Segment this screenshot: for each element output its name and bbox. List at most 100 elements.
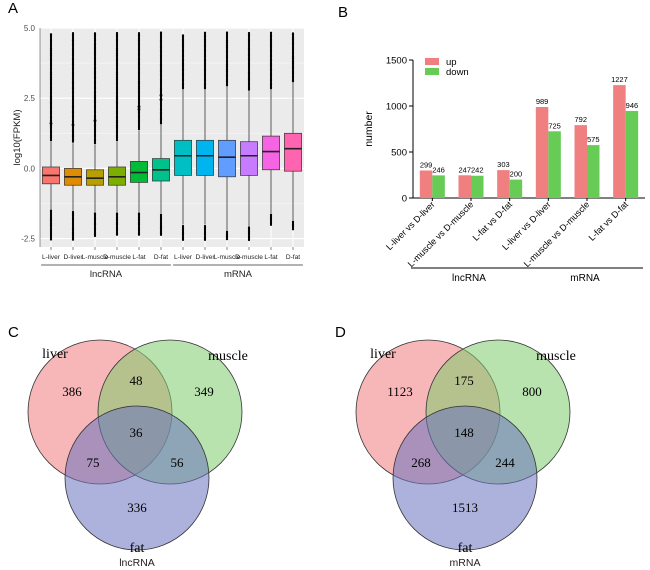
region-count-liver-fat: 268 (411, 455, 431, 470)
outlier-point (159, 93, 163, 97)
x-tick-label: D-liver (63, 254, 83, 261)
y-tick-label: 500 (391, 148, 407, 159)
box-l-liver (174, 139, 192, 176)
region-count-muscle-only: 800 (522, 384, 542, 399)
bar-up (419, 170, 433, 198)
outlier-point (269, 223, 273, 226)
bar-up (613, 85, 626, 198)
x-tick-label: L-muscle (214, 254, 241, 261)
group-label-mrna: mRNA (224, 269, 253, 280)
outlier-point (291, 228, 295, 231)
bar-value-label: 575 (587, 135, 600, 144)
y-tick-label: 0.0 (24, 164, 36, 173)
outlier-point (49, 122, 53, 125)
outlier-point (71, 123, 75, 127)
outlier-point (225, 238, 229, 241)
set-label-liver: liver (42, 347, 68, 362)
x-tick-label: D-liver (195, 254, 215, 261)
region-count-liver-only: 1123 (387, 384, 413, 399)
panel-letter-d: D (335, 324, 346, 341)
bar-value-label: 1227 (611, 75, 628, 84)
x-tick-label: L-muscle (82, 254, 109, 261)
venn-caption: lncRNA (119, 557, 155, 569)
outlier-point (247, 31, 251, 35)
region-count-liver-muscle: 48 (130, 373, 143, 388)
x-tick-label: D-fat (154, 254, 168, 261)
y-tick-label: 1000 (386, 102, 407, 113)
region-count-liver-muscle: 175 (454, 373, 474, 388)
outlier-point (203, 238, 207, 241)
box-l-fat (262, 135, 280, 171)
x-tick-label: D-muscle (235, 254, 263, 261)
outlier-point (291, 32, 295, 35)
set-label-fat: fat (458, 541, 473, 556)
outlier-point (49, 33, 53, 36)
panel-letter-c: C (8, 324, 19, 341)
outlier-point (159, 98, 163, 101)
venn-mrna-panel: liver muscle fat 1123 800 1513 175 268 244 148 mRN… (355, 339, 576, 569)
x-tick-label: L-fat (132, 254, 145, 261)
outlier-point (159, 233, 163, 237)
bar-down (587, 145, 600, 198)
bar-value-label: 989 (536, 97, 549, 106)
region-count-fat-only: 336 (127, 500, 147, 515)
region-count-muscle-fat: 56 (171, 455, 185, 470)
legend-swatch-up (425, 58, 439, 65)
box-d-liver (196, 139, 214, 176)
bar-up (574, 125, 587, 198)
region-count-liver-only: 386 (62, 384, 82, 399)
bar-value-label: 303 (497, 160, 510, 169)
x-tick-label: L-liver (174, 254, 193, 261)
box-d-muscle (240, 141, 258, 176)
outlier-point (115, 233, 119, 236)
box-l-muscle (218, 139, 236, 178)
legend-swatch-down (425, 68, 439, 75)
venn-lncrna-panel: liver muscle fat 386 349 336 48 75 56 36 lncRNA (27, 339, 248, 569)
outlier-point (93, 119, 97, 123)
box-d-fat (284, 132, 302, 172)
outlier-point (137, 233, 141, 236)
legend-label-up: up (446, 57, 457, 68)
outlier-point (225, 31, 229, 34)
group-label-lncrna: lncRNA (90, 269, 123, 280)
legend-label-down: down (446, 67, 469, 78)
bar-value-label: 242 (471, 166, 484, 175)
outlier-point (137, 105, 141, 109)
plot-background (40, 28, 304, 247)
bar-value-label: 792 (574, 115, 587, 124)
outlier-point (71, 31, 75, 35)
bar-down (432, 175, 445, 198)
outlier-point (159, 31, 163, 34)
bar-down (509, 179, 523, 198)
set-label-fat: fat (130, 541, 145, 556)
venn-circle-fat (64, 405, 210, 551)
y-tick-label: 5.0 (24, 24, 36, 33)
set-label-liver: liver (370, 347, 396, 362)
x-tick-label: L-fat vs D-fat (587, 199, 631, 243)
bar-value-label: 725 (548, 121, 561, 130)
region-count-fat-only: 1513 (452, 500, 478, 515)
region-count-muscle-only: 349 (194, 384, 214, 399)
set-label-muscle: muscle (536, 349, 576, 364)
bar-value-label: 247 (458, 165, 471, 174)
panel-letter-a: A (8, 0, 18, 17)
region-count-all: 148 (454, 425, 474, 440)
x-tick-label: L-liver (42, 254, 61, 261)
venn-caption: mRNA (450, 557, 481, 569)
x-tick-label: L-muscle vs D-muscle (406, 199, 476, 269)
y-tick-label: -2.5 (21, 235, 35, 244)
outlier-point (49, 238, 53, 241)
x-tick-label: L-muscle vs D-muscle (522, 199, 592, 269)
outlier-point (203, 31, 207, 34)
bar-value-label: 946 (626, 101, 639, 110)
outlier-point (115, 31, 119, 35)
x-tick-label: D-muscle (103, 254, 131, 261)
set-label-muscle: muscle (208, 349, 248, 364)
panel-letter-b: B (338, 4, 348, 21)
region-count-all: 36 (130, 425, 144, 440)
region-count-muscle-fat: 244 (495, 455, 515, 470)
outlier-point (181, 238, 185, 241)
outlier-point (181, 34, 185, 37)
